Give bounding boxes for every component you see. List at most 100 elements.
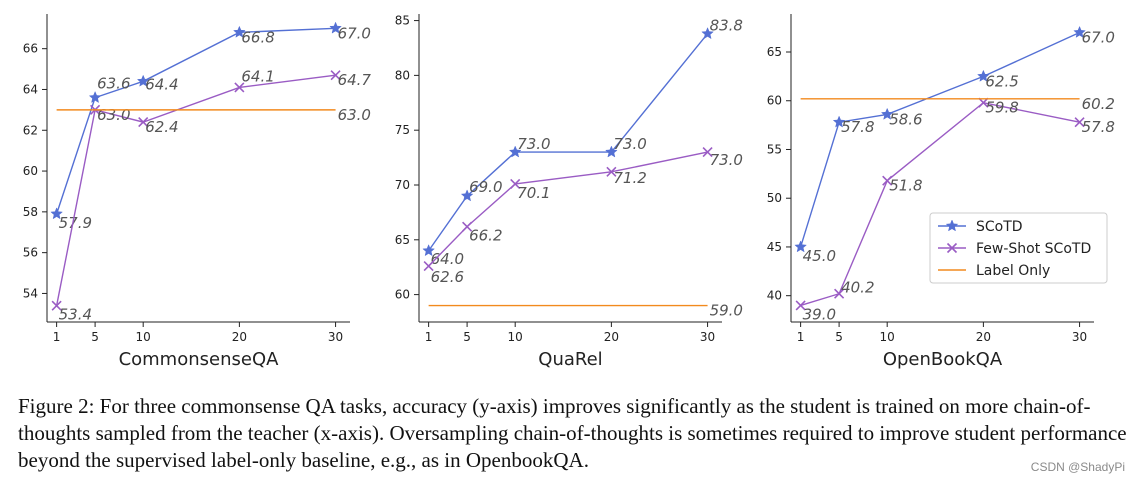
x-axis-label: CommonsenseQA — [119, 349, 280, 370]
y-tick-label: 65 — [767, 45, 782, 59]
data-point-marker — [977, 69, 990, 82]
x-tick-label: 20 — [232, 330, 247, 344]
data-label: 73.0 — [613, 135, 646, 153]
data-point-marker — [794, 240, 807, 253]
data-label: 64.0 — [431, 250, 464, 268]
series-line — [428, 33, 709, 252]
y-tick-label: 80 — [395, 68, 410, 82]
watermark: CSDN @ShadyPi — [1030, 460, 1125, 474]
chart-panel-3: 40 45 50 55 60 65 1 5 10 20 30 OpenBookQA 45.0 57.8 58… — [767, 14, 1115, 370]
x-tick-label: 5 — [91, 330, 99, 344]
x-tick-label: 30 — [328, 330, 343, 344]
legend-label: Few-Shot SCoTD — [976, 241, 1091, 257]
x-tick-label: 1 — [425, 330, 433, 344]
data-label: 62.4 — [145, 118, 178, 136]
data-label: 53.4 — [59, 306, 92, 324]
data-point-marker — [1074, 117, 1085, 128]
series-label-only: 63.0 — [56, 106, 371, 124]
data-point-marker — [605, 145, 618, 158]
data-label: 60.2 — [1082, 95, 1115, 113]
y-tick-label: 58 — [23, 205, 38, 219]
data-label: 51.8 — [889, 177, 922, 195]
series-few-shot-scotd: 62.6 66.2 70.1 71.2 73.0 — [423, 147, 743, 286]
data-point-marker — [701, 27, 714, 40]
x-axis-label: OpenBookQA — [883, 349, 1003, 370]
data-label: 62.5 — [985, 72, 1018, 90]
data-label: 63.0 — [338, 106, 371, 124]
y-tick-label: 85 — [395, 14, 410, 28]
series-few-shot-scotd: 53.4 63.0 62.4 64.1 64.7 — [51, 67, 372, 324]
data-label: 62.6 — [431, 268, 464, 286]
data-point-marker — [138, 117, 149, 128]
data-point-marker — [832, 115, 846, 128]
data-point-marker — [233, 25, 246, 38]
data-point-marker — [422, 244, 435, 257]
data-label: 64.1 — [241, 67, 274, 85]
x-tick-label: 20 — [604, 330, 619, 344]
data-label: 71.2 — [613, 169, 646, 187]
y-tick-label: 66 — [23, 42, 38, 56]
data-label: 63.0 — [97, 106, 130, 124]
y-tick-label: 50 — [767, 191, 782, 205]
data-label: 64.4 — [145, 75, 178, 93]
series-line — [428, 151, 708, 267]
data-point-marker — [88, 90, 102, 104]
y-tick-label: 55 — [767, 142, 782, 156]
data-label: 64.7 — [338, 71, 372, 89]
series-scotd: 45.0 57.8 58.6 62.5 67.0 — [794, 25, 1115, 265]
data-point-marker — [978, 97, 989, 108]
x-tick-label: 20 — [976, 330, 991, 344]
legend-label: Label Only — [976, 263, 1050, 279]
data-label: 66.2 — [469, 227, 502, 245]
data-point-marker — [234, 82, 245, 93]
series-scotd: 64.0 69.0 73.0 73.0 83.8 — [422, 17, 743, 268]
data-point-marker — [329, 21, 342, 34]
data-point-marker — [1073, 25, 1086, 38]
legend-box — [929, 212, 1108, 284]
data-label: 67.0 — [1082, 29, 1115, 47]
data-point-marker — [508, 145, 522, 158]
data-label: 73.0 — [517, 135, 550, 153]
y-tick-label: 62 — [23, 123, 38, 137]
data-label: 59.8 — [985, 99, 1018, 117]
y-tick-label: 40 — [767, 289, 782, 303]
y-tick-label: 60 — [395, 288, 410, 302]
data-point-marker — [795, 300, 806, 311]
legend-marker — [945, 219, 959, 232]
data-point-marker — [460, 189, 474, 202]
data-label: 57.8 — [841, 118, 874, 136]
x-tick-label: 10 — [508, 330, 523, 344]
data-point-marker — [510, 178, 521, 189]
x-tick-label: 5 — [835, 330, 843, 344]
x-tick-label: 10 — [880, 330, 895, 344]
data-label: 73.0 — [710, 151, 743, 169]
legend-marker — [946, 242, 958, 254]
data-point-marker — [834, 288, 845, 299]
series-scotd: 57.9 63.6 64.4 66.8 67.0 — [50, 21, 371, 232]
data-label: 69.0 — [469, 178, 502, 196]
x-tick-label: 30 — [1072, 330, 1087, 344]
x-tick-label: 10 — [136, 330, 151, 344]
data-point-marker — [423, 261, 434, 272]
series-label-only: 59.0 — [428, 302, 743, 320]
data-point-marker — [136, 74, 150, 87]
data-point-marker — [880, 107, 894, 120]
data-label: 39.0 — [803, 305, 836, 323]
x-tick-label: 30 — [700, 330, 715, 344]
data-label: 45.0 — [803, 247, 836, 265]
data-label: 57.8 — [1082, 118, 1115, 136]
series-few-shot-scotd: 39.0 40.2 51.8 59.8 57.8 — [795, 97, 1115, 323]
x-tick-label: 5 — [463, 330, 471, 344]
figure-charts: 54 56 58 60 62 64 66 1 5 10 20 30 CommonsenseQA 57.9 6… — [23, 14, 1115, 370]
y-tick-label: 64 — [23, 82, 38, 96]
data-point-marker — [50, 207, 63, 220]
data-label: 63.6 — [97, 75, 130, 93]
y-tick-label: 60 — [23, 164, 38, 178]
data-point-marker — [702, 147, 713, 158]
data-label: 57.9 — [59, 214, 92, 232]
series-label-only: 60.2 — [800, 95, 1115, 113]
data-label: 40.2 — [841, 279, 874, 297]
legend-label: SCoTD — [976, 219, 1023, 235]
y-tick-label: 60 — [767, 94, 782, 108]
chart-panel-1: 54 56 58 60 62 64 66 1 5 10 20 30 CommonsenseQA 57.9 6… — [23, 14, 372, 370]
